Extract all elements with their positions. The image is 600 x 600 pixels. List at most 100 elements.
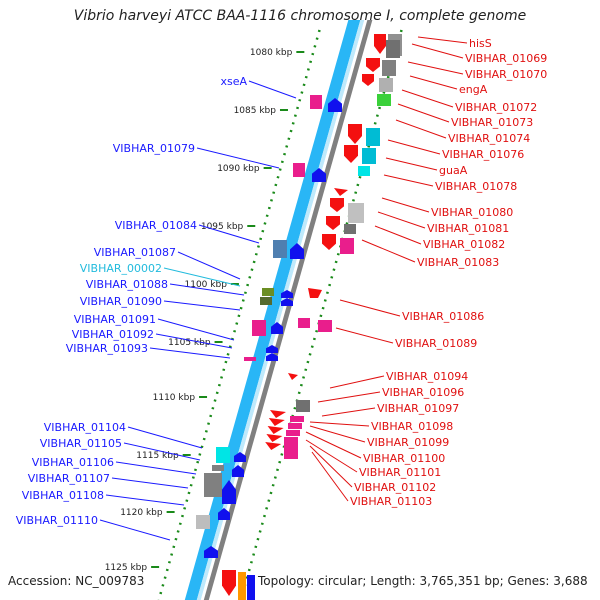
scale-label: 1080 kbp bbox=[250, 48, 293, 58]
left-gene-label: VIBHAR_01093 bbox=[66, 342, 148, 355]
feature-block bbox=[382, 60, 396, 76]
scale-label: 1115 kbp bbox=[136, 451, 179, 461]
right-leader-line bbox=[409, 75, 458, 90]
right-gene-label: VIBHAR_01076 bbox=[442, 148, 524, 161]
gene-arrow bbox=[222, 570, 236, 596]
left-gene-label: VIBHAR_01092 bbox=[72, 328, 154, 341]
scale-label: 1085 kbp bbox=[234, 106, 277, 116]
right-leader-line bbox=[309, 445, 353, 488]
feature-block bbox=[296, 400, 310, 412]
left-leader-line bbox=[198, 224, 260, 244]
right-leader-line bbox=[395, 119, 447, 139]
scale-label: 1110 kbp bbox=[153, 393, 196, 403]
backbone-gray-band bbox=[203, 20, 373, 600]
outer-dotted-track bbox=[239, 29, 403, 600]
feature-block bbox=[318, 320, 332, 332]
right-gene-label: guaA bbox=[439, 164, 468, 177]
feature-block bbox=[293, 163, 305, 177]
right-leader-line bbox=[311, 451, 349, 502]
right-leader-line bbox=[309, 425, 366, 443]
right-leader-line bbox=[397, 103, 450, 123]
left-gene-label: VIBHAR_01079 bbox=[113, 142, 195, 155]
feature-block bbox=[386, 40, 400, 58]
right-gene-label: engA bbox=[459, 83, 488, 96]
feature-block bbox=[284, 437, 298, 459]
right-gene-label: VIBHAR_01098 bbox=[371, 420, 453, 433]
left-gene-label: VIBHAR_01108 bbox=[22, 489, 104, 502]
inner-dotted-track bbox=[157, 29, 321, 600]
feature-block bbox=[196, 515, 210, 529]
right-leader-line bbox=[377, 211, 426, 229]
right-leader-line bbox=[381, 197, 430, 213]
gene-arrow bbox=[290, 243, 304, 259]
gene-arrow bbox=[271, 322, 283, 334]
left-gene-label: VIBHAR_00002 bbox=[80, 262, 162, 275]
right-leader-line bbox=[411, 43, 464, 59]
gene-arrow bbox=[328, 98, 342, 112]
track-layer bbox=[157, 20, 403, 600]
left-leader-line bbox=[127, 426, 203, 449]
gene-arrow bbox=[288, 373, 298, 380]
right-leader-line bbox=[374, 225, 422, 245]
feature-block bbox=[286, 430, 300, 436]
right-gene-label: hisS bbox=[469, 37, 492, 50]
left-leader-line bbox=[111, 477, 189, 489]
right-leader-line bbox=[317, 391, 381, 403]
left-gene-label: VIBHAR_01091 bbox=[74, 313, 156, 326]
gene-arrow bbox=[344, 145, 358, 163]
feature-layer bbox=[196, 34, 402, 600]
right-leader-line bbox=[339, 299, 401, 317]
right-leader-line bbox=[305, 431, 362, 459]
gene-arrow bbox=[322, 234, 336, 250]
feature-block bbox=[348, 203, 364, 223]
gene-arrow bbox=[308, 288, 322, 298]
right-gene-label: VIBHAR_01103 bbox=[350, 495, 432, 508]
right-gene-label: VIBHAR_01072 bbox=[455, 101, 537, 114]
right-gene-label: VIBHAR_01097 bbox=[377, 402, 459, 415]
left-leader-line bbox=[163, 267, 241, 287]
right-gene-label: VIBHAR_01069 bbox=[465, 52, 547, 65]
feature-block bbox=[252, 320, 266, 336]
left-gene-label: VIBHAR_01088 bbox=[86, 278, 168, 291]
right-gene-label: VIBHAR_01080 bbox=[431, 206, 513, 219]
gene-arrow bbox=[270, 410, 286, 418]
left-leader-line bbox=[115, 461, 197, 475]
left-leader-line bbox=[155, 333, 233, 349]
left-gene-label: VIBHAR_01090 bbox=[80, 295, 162, 308]
feature-block bbox=[344, 224, 356, 234]
right-leader-line bbox=[385, 157, 438, 171]
gene-arrow bbox=[281, 290, 293, 298]
feature-block bbox=[362, 148, 376, 164]
feature-block bbox=[247, 575, 255, 600]
gene-arrow bbox=[330, 198, 344, 212]
left-gene-label: VIBHAR_01106 bbox=[32, 456, 114, 469]
left-gene-label: VIBHAR_01107 bbox=[28, 472, 110, 485]
feature-block bbox=[366, 128, 380, 146]
feature-block bbox=[204, 473, 222, 497]
scale-label: 1100 kbp bbox=[185, 280, 228, 290]
scale-label: 1095 kbp bbox=[201, 222, 244, 232]
right-gene-label: VIBHAR_01078 bbox=[435, 180, 517, 193]
gene-arrow bbox=[312, 168, 326, 182]
left-leader-line bbox=[123, 442, 201, 461]
right-gene-label: VIBHAR_01082 bbox=[423, 238, 505, 251]
right-gene-label: VIBHAR_01094 bbox=[386, 370, 468, 383]
right-gene-label: VIBHAR_01099 bbox=[367, 436, 449, 449]
right-leader-line bbox=[401, 89, 454, 108]
right-leader-line bbox=[387, 139, 441, 155]
scale-label: 1125 kbp bbox=[105, 563, 148, 573]
gene-arrow bbox=[348, 124, 362, 144]
feature-block bbox=[310, 95, 322, 109]
feature-block bbox=[377, 94, 391, 106]
right-leader-line bbox=[383, 174, 434, 187]
feature-block bbox=[273, 240, 287, 258]
left-gene-label: VIBHAR_01110 bbox=[16, 514, 98, 527]
gene-arrow bbox=[267, 426, 284, 434]
gene-arrow bbox=[334, 188, 348, 196]
feature-block bbox=[379, 78, 393, 92]
right-leader-line bbox=[361, 239, 416, 263]
gene-arrow bbox=[362, 74, 374, 86]
left-leader-line bbox=[248, 80, 297, 99]
leader-layer bbox=[99, 36, 468, 541]
